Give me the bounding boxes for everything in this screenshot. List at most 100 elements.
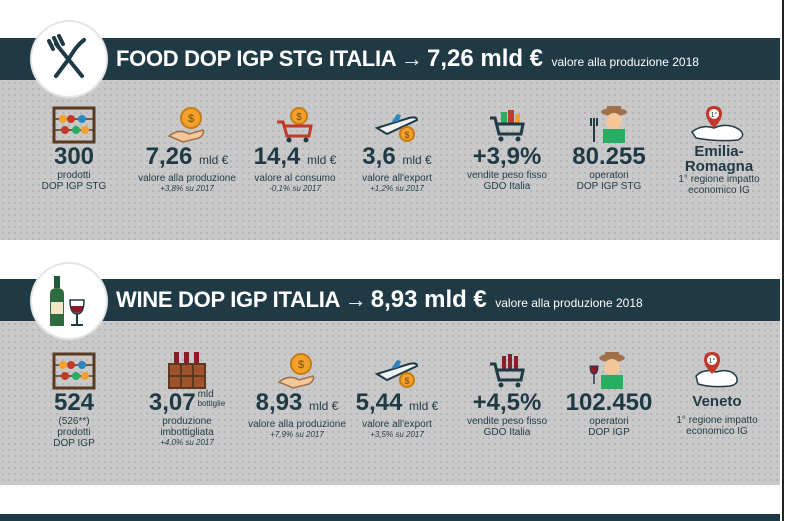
farmer-icon [590,106,627,143]
stat-label: 1° regione impatto [678,174,760,185]
grocery-cart-icon [490,110,525,142]
stat-label: valore alla produzione [138,173,236,184]
wine-icon-circle [32,264,106,338]
stat-label: valore alla produzione [248,419,346,430]
stat-label: valore all'export [362,419,432,430]
wine-cart-icon [490,354,525,388]
wine-banner: WINE DOP IGP ITALIA → 8,93 mld € valore … [0,279,780,321]
bottom-banner-edge [0,514,780,521]
stat-value: 524 [53,389,95,416]
stat-label: operatori [589,170,629,181]
food-stat-top-region: 1° Emilia- Romagna 1° regione impatto ec… [664,104,774,196]
stat-value: +4,5% [472,389,542,416]
right-border [782,0,784,521]
stat-label-2: DOP IGP STG [576,181,642,192]
stat-change: +1,2% su 2017 [370,184,424,193]
stat-unit: mld € [307,153,337,167]
stat-label: valore all'export [362,173,432,184]
wine-total-value: 8,93 mld € [370,286,487,313]
food-title-text: FOOD DOP IGP STG ITALIA [116,46,397,71]
wine-note: valore alla produzione 2018 [495,296,643,310]
food-stat-consumption-value: $ 14,4 mld € valore al consumo -0,1% su … [240,104,350,194]
food-stat-products: 300 prodotti DOP IGP STG [24,104,124,192]
plane-coin-icon: $ [374,114,419,142]
wine-stat-export-value: $ 5,44 mld € valore all'export +3,5% su … [342,350,452,440]
stat-value: 102.450 [565,389,653,416]
stat-value: 3,07 [148,389,196,416]
stat-value: 80.255 [572,143,646,170]
stat-value: +3,9% [472,143,542,170]
stat-label: 1° regione impatto [676,415,758,426]
stat-unit: mld € [309,399,339,413]
stat-label-2: imbottigliata [160,427,214,438]
plane-coin-icon: $ [374,360,419,388]
food-stat-operators: 80.255 operatori DOP IGP STG [554,104,664,192]
stat-label: vendite peso fisso [466,416,548,427]
hand-coin-icon: $ [277,353,315,389]
stat-label-pre: (526**) [58,416,90,427]
stat-label-2: DOP IGP [588,427,630,438]
wine-stat-gdo-sales: +4,5% vendite peso fisso GDO Italia [452,350,562,438]
food-total-value: 7,26 mld € [426,45,544,72]
food-panel [0,80,780,240]
stat-label: produzione [162,416,212,427]
stat-label-2: economico IG [686,426,748,437]
svg-text:$: $ [296,112,302,123]
wine-bottle-glass-icon [50,276,85,326]
stat-unit: mld € [409,399,439,413]
stat-unit: mld € [199,153,229,167]
stat-change: +3,8% su 2017 [160,184,214,193]
stat-value: 14,4 [253,143,301,170]
stat-value: 300 [53,143,95,170]
food-arrow: → [400,46,423,71]
svg-text:$: $ [188,113,194,125]
cart-coin-icon: $ [277,107,313,143]
stat-change: +4,0% su 2017 [160,438,214,447]
stat-value: 3,6 [362,143,396,170]
winemaker-icon [589,352,625,389]
wine-stat-top-region: 1° Veneto 1° regione impatto economico I… [662,350,772,437]
stat-unit-top: mld [197,389,214,400]
stat-unit: mld € [402,153,432,167]
food-stat-production-value: $ 7,26 mld € valore alla produzione +3,8… [128,104,246,194]
stat-value: 7,26 [145,143,193,170]
fork-knife-icon [47,34,86,78]
stat-unit-bottom: bottiglie [197,399,226,408]
hand-coin-icon: $ [167,107,205,143]
map-pin-region-icon: 1° [690,106,744,142]
wine-stat-products: 524 (526**) prodotti DOP IGP [24,350,124,449]
wine-title: WINE DOP IGP ITALIA → 8,93 mld € valore … [116,279,643,321]
stat-value: 8,93 [255,389,303,416]
stat-value-2: Romagna [684,158,754,175]
stat-label: prodotti [57,427,91,438]
stat-label-2: economico IG [688,185,750,196]
stat-change: +7,9% su 2017 [270,430,324,439]
stat-value: 5,44 [355,389,403,416]
wine-arrow: → [344,287,367,312]
food-stat-gdo-sales: +3,9% vendite peso fisso GDO Italia [452,104,562,192]
wine-crate-icon [168,352,206,389]
wine-panel [0,321,780,485]
food-icon-circle [32,22,106,96]
stat-label-2: GDO Italia [483,181,531,192]
food-note: valore alla produzione 2018 [551,55,699,69]
stat-label: valore al consumo [254,173,336,184]
stat-change: -0,1% su 2017 [269,184,321,193]
stat-label: vendite peso fisso [466,170,548,181]
food-title: FOOD DOP IGP STG ITALIA → 7,26 mld € val… [116,38,699,80]
stat-change: +3,5% su 2017 [370,430,424,439]
abacus-icon [52,106,96,144]
stat-label: operatori [589,416,629,427]
stat-value: Emilia- [694,143,744,160]
map-pin-region-icon: 1° [695,352,738,388]
stat-label-2: DOP IGP STG [41,181,107,192]
svg-text:$: $ [404,130,409,140]
svg-text:$: $ [298,359,304,371]
wine-stat-production-value: $ 8,93 mld € valore alla produzione +7,9… [238,350,356,440]
wine-title-text: WINE DOP IGP ITALIA [116,287,341,312]
wine-stat-bottled-production: 3,07 mld bottiglie produzione imbottigliat… [132,350,242,448]
wine-stat-operators: 102.450 operatori DOP IGP [554,350,664,438]
region-badge: 1° [711,111,718,119]
stat-label-2: DOP IGP [53,438,95,449]
stat-label: prodotti [57,170,91,181]
